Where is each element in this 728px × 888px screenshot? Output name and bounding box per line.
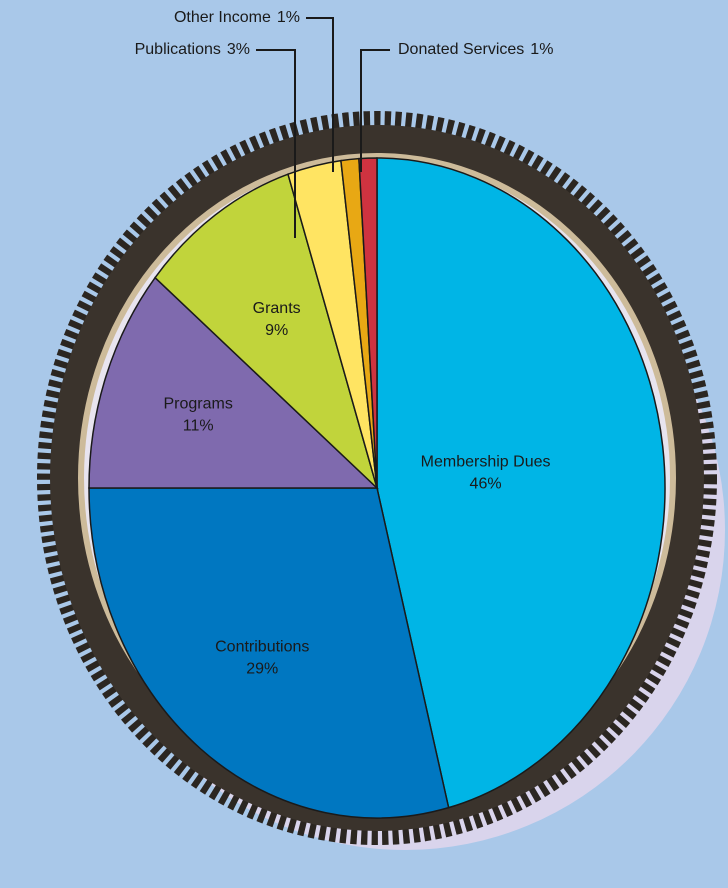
callout-line — [360, 49, 390, 172]
pie-slice — [358, 157, 378, 489]
slice-name: Membership Dues — [421, 454, 551, 471]
slice-value: 3% — [227, 41, 250, 58]
slice-name: Programs — [163, 395, 232, 412]
slice-name: Contributions — [215, 639, 309, 656]
slice-value: 29% — [246, 661, 278, 678]
slice-value: 11% — [183, 417, 214, 434]
slice-label: Donated Services 1% — [398, 41, 553, 58]
slice-value: 1% — [277, 9, 300, 26]
pie — [88, 157, 666, 819]
pie-slice — [88, 487, 450, 819]
slice-name: Other Income — [174, 9, 271, 26]
slice-name: Publications — [135, 41, 221, 58]
slice-name: Donated Services — [398, 41, 524, 58]
pie-slice — [88, 276, 379, 489]
slice-value: 1% — [530, 41, 553, 58]
slice-name: Grants — [253, 300, 301, 317]
callout-line — [306, 17, 334, 172]
slice-label: Publications 3% — [135, 41, 250, 58]
slice-value: 46% — [470, 476, 502, 493]
slice-label: Other Income 1% — [174, 9, 300, 26]
callout-line — [256, 49, 296, 238]
slice-value: 9% — [265, 322, 288, 339]
pie-slice — [154, 173, 379, 491]
pie-slice — [376, 157, 666, 809]
